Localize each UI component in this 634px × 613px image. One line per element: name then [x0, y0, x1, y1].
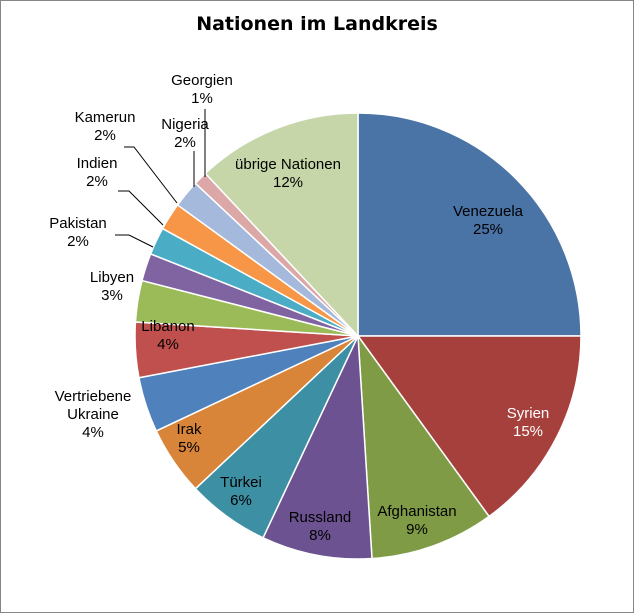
- leader-line-pakistan: [115, 234, 154, 248]
- data-label-pakistan: Pakistan 2%: [49, 215, 107, 250]
- data-label-venezuela: Venezuela 25%: [453, 203, 524, 238]
- chart-title: Nationen im Landkreis: [196, 13, 438, 35]
- data-label-ubrige-nationen: übrige Nationen 12%: [235, 156, 341, 191]
- data-label-kamerun: Kamerun 2%: [75, 109, 136, 144]
- data-label-afghanistan: Afghanistan 9%: [377, 503, 456, 538]
- data-label-russland: Russland 8%: [289, 509, 352, 544]
- pie-slice-afghanistan: [357, 333, 491, 560]
- leader-line-indien: [118, 190, 164, 226]
- data-label-indien: Indien 2%: [77, 155, 118, 190]
- pie-slice-syrien: [356, 335, 582, 518]
- data-label-georgien: Georgien 1%: [171, 72, 233, 107]
- pie-slice-russland: [262, 335, 373, 560]
- pie-slice-ubrige-nationen: [204, 112, 359, 338]
- data-label-turkei: Türkei 6%: [220, 474, 262, 509]
- pie-slice-venezuela: [357, 112, 582, 337]
- data-label-libyen: Libyen 3%: [90, 269, 134, 304]
- data-label-nigeria: Nigeria 2%: [161, 116, 209, 151]
- data-label-vertriebene-ukraine: Vertriebene Ukraine 4%: [55, 388, 132, 441]
- data-label-syrien: Syrien 15%: [507, 405, 550, 440]
- data-label-irak: Irak 5%: [176, 421, 202, 456]
- data-label-libanon: Libanon 4%: [141, 318, 194, 353]
- leader-line-kamerun: [124, 146, 178, 204]
